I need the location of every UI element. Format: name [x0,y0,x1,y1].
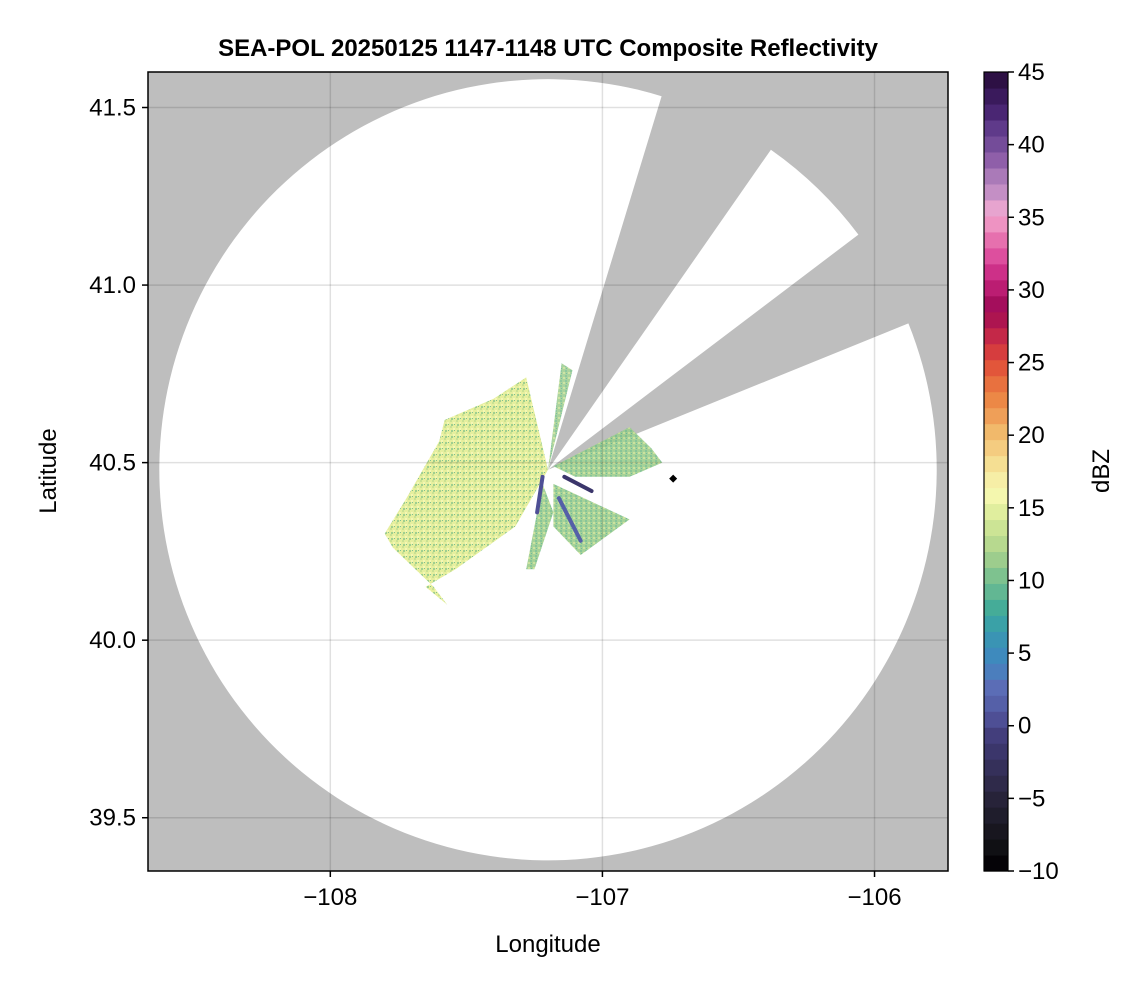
colorbar-segment [984,823,1008,840]
colorbar-segment [984,711,1008,728]
colorbar-segment [984,263,1008,281]
colorbar-segment [984,631,1008,648]
colorbar-segment [984,375,1008,393]
colorbar-tick-label: 35 [1018,204,1045,231]
plot-frame [147,71,949,872]
echo-southeast [553,483,630,555]
colorbar-segment [984,759,1008,776]
colorbar: −10 −5 0 5 10 15 20 25 30 35 40 45 [983,59,1059,885]
colorbar-segment [984,423,1008,441]
colorbar-segment [984,551,1008,568]
colorbar-segment [984,247,1008,265]
colorbar-segment [984,695,1008,712]
x-axis: −108 −107 −106 [303,871,902,911]
colorbar-tick-label: −10 [1018,858,1059,885]
colorbar-segment [984,839,1008,856]
y-axis: 39.5 40.0 40.5 41.0 41.5 [89,95,148,832]
colorbar-segment [984,327,1008,345]
echo-streak-2 [556,496,583,543]
colorbar-segment [984,743,1008,760]
colorbar-segment [984,311,1008,329]
x-axis-label: Longitude [495,931,600,958]
colorbar-segment [984,359,1008,377]
x-tick-label: −106 [847,884,901,911]
y-tick-label: 39.5 [89,805,136,832]
echo-east [553,427,663,477]
colorbar-segment [984,663,1008,680]
colorbar-tick-label: 20 [1018,422,1045,449]
colorbar-segment [984,343,1008,361]
colorbar-segment [984,183,1008,201]
colorbar-segment [984,215,1008,233]
echo-streak-3 [562,474,594,494]
colorbar-segment [984,455,1008,473]
colorbar-label: dBZ [1088,449,1115,493]
colorbar-segment [984,135,1008,153]
colorbar-segment [984,807,1008,824]
station-marker [669,474,678,483]
colorbar-segment [984,439,1008,457]
colorbar-segment [984,279,1008,297]
y-tick-label: 41.0 [89,272,136,299]
y-tick-label: 41.5 [89,95,136,122]
radar-coverage [159,79,937,861]
colorbar-tick-label: 10 [1018,567,1045,594]
colorbar-segment [984,471,1008,489]
colorbar-segment [984,647,1008,664]
colorbar-segment [984,295,1008,313]
colorbar-segment [984,119,1008,137]
colorbar-segment [984,599,1008,616]
colorbar-segment [984,567,1008,584]
chart-title: SEA-POL 20250125 1147-1148 UTC Composite… [218,35,879,62]
colorbar-tick-label: 0 [1018,713,1031,740]
x-tick-label: −108 [303,884,357,911]
colorbar-segment [984,503,1008,521]
grid-lines [148,72,948,871]
colorbar-segment [984,87,1008,105]
x-tick-label: −107 [575,884,629,911]
y-axis-label: Latitude [35,428,62,513]
echo-field [384,363,663,605]
colorbar-segment [984,615,1008,632]
echo-north-spike [548,363,573,470]
colorbar-segment [984,167,1008,185]
y-tick-label: 40.0 [89,627,136,654]
colorbar-frame [983,71,1009,872]
colorbar-tick-label: 15 [1018,495,1045,522]
plot-area [148,72,948,871]
colorbar-segment [984,535,1008,552]
colorbar-segment [984,391,1008,409]
colorbar-tick-label: 40 [1018,132,1045,159]
colorbar-segment [984,231,1008,249]
colorbar-segment [984,775,1008,792]
colorbar-segment [984,199,1008,217]
echo-main [384,377,548,605]
colorbar-segment [984,727,1008,744]
colorbar-tick-label: 45 [1018,59,1045,86]
colorbar-tick-label: 30 [1018,277,1045,304]
colorbar-segment [984,151,1008,169]
colorbar-tick-label: 25 [1018,350,1045,377]
colorbar-tick-label: −5 [1018,785,1045,812]
colorbar-segment [984,519,1008,537]
colorbar-tick-label: 5 [1018,640,1031,667]
y-tick-label: 40.5 [89,450,136,477]
colorbar-segment [984,679,1008,696]
colorbar-segment [984,583,1008,600]
colorbar-segment [984,487,1008,505]
colorbar-segment [984,72,1008,89]
colorbar-segment [984,407,1008,425]
colorbar-segment [984,791,1008,808]
echo-south [526,483,554,570]
colorbar-segment [984,855,1008,872]
echo-streak-1 [535,474,545,515]
colorbar-segment [984,103,1008,121]
